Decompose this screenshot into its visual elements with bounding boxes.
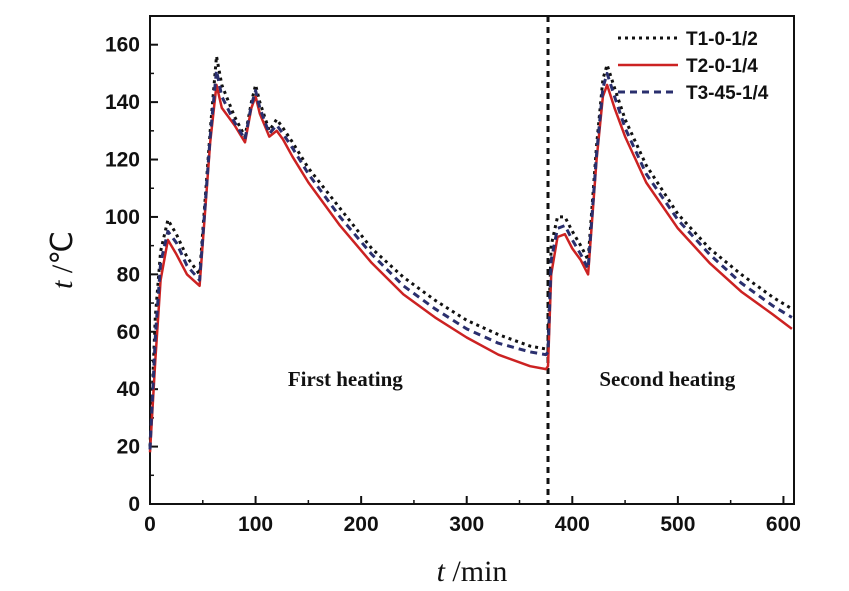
y-tick-label: 60	[117, 321, 140, 344]
annotations: First heating Second heating	[288, 367, 736, 391]
y-tick-label: 140	[105, 91, 140, 114]
series-group	[148, 54, 793, 453]
x-tick-label: 300	[449, 513, 484, 536]
x-tick-label: 100	[238, 513, 273, 536]
legend: T1-0-1/2 T2-0-1/4 T3-45-1/4	[618, 29, 769, 104]
axis-ticks: 0 100 200 300 400 500 600 0 20 40 60 80 100 120 140 160	[105, 34, 801, 536]
series-line-1	[148, 54, 793, 447]
y-tick-label: 100	[105, 206, 140, 229]
annotation-label: First heating	[288, 367, 403, 391]
series-line-3	[148, 69, 793, 450]
legend-label: T2-0-1/4	[686, 56, 758, 77]
legend-label: T3-45-1/4	[686, 83, 769, 104]
y-tick-label: 20	[117, 436, 140, 459]
plot-frame	[149, 15, 795, 505]
x-tick-label: 500	[660, 513, 695, 536]
x-tick-label: 0	[144, 513, 156, 536]
y-tick-label: 80	[117, 263, 140, 286]
legend-label: T1-0-1/2	[686, 29, 758, 50]
annotation-label: Second heating	[599, 367, 735, 391]
x-axis-label: t /min	[437, 555, 508, 588]
y-tick-label: 120	[105, 149, 140, 172]
x-tick-label: 200	[344, 513, 379, 536]
y-tick-label: 0	[128, 493, 140, 516]
series-line-2	[148, 83, 793, 453]
x-tick-label: 400	[555, 513, 590, 536]
y-tick-label: 160	[105, 34, 140, 57]
y-tick-label: 40	[117, 378, 140, 401]
x-tick-label: 600	[766, 513, 801, 536]
y-axis-label: t /℃	[46, 231, 79, 289]
